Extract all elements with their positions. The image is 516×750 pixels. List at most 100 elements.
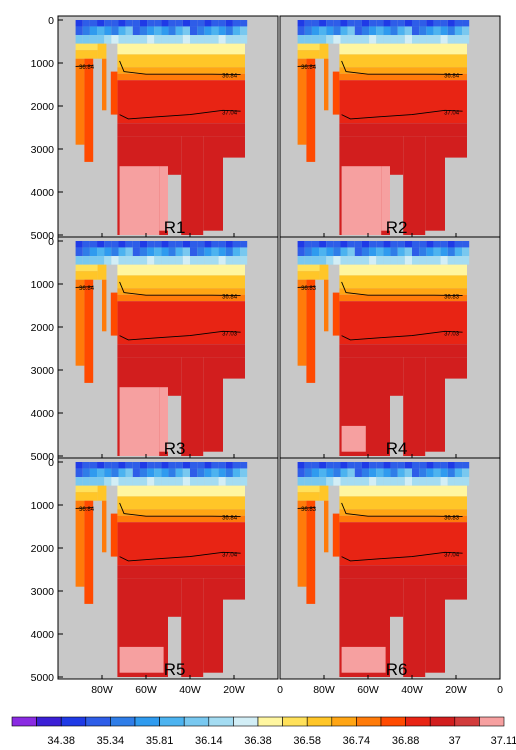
salinity-cell [440,247,448,257]
x-tick-label: 20W [223,684,245,696]
salinity-cell [89,477,98,486]
salinity-cell [75,477,83,486]
salinity-cell [190,477,198,486]
salinity-cell [225,20,233,27]
salinity-cell [211,35,219,44]
salinity-cell [311,26,320,36]
salinity-cell [433,20,441,27]
salinity-cell [190,35,198,44]
salinity-cell [319,485,329,501]
salinity-cell [111,20,119,27]
salinity-cell [433,26,441,36]
salinity-cell [218,477,226,486]
colorbar-swatch [85,716,111,727]
salinity-cell [97,20,105,27]
y-tick-label: 1000 [31,500,55,512]
panel-r3: 36.84 36.84 37.03 R3 0 1000 2000 3000 4000 5000 [31,236,279,463]
salinity-cell [306,279,316,383]
salinity-cell [118,247,126,257]
colorbar-label: 35.81 [146,735,174,747]
salinity-cell [75,271,98,280]
panel-label: R2 [386,218,408,237]
salinity-cell [154,477,162,486]
salinity-cell [161,247,169,257]
salinity-cell [347,247,355,257]
salinity-cell [433,256,441,265]
contour-label: 36.84 [79,65,95,71]
salinity-cell [433,462,441,469]
salinity-cell [240,26,248,36]
salinity-cell [82,241,90,248]
salinity-cell [110,71,118,115]
salinity-cell [168,26,176,36]
salinity-cell [75,20,83,27]
salinity-cell [175,477,183,486]
salinity-cell [211,462,219,469]
salinity-cell [161,241,169,248]
x-tick-label: 0 [277,684,283,696]
salinity-cell [369,247,377,257]
salinity-cell [204,35,212,44]
salinity-cell [110,292,118,336]
salinity-cell [347,256,355,265]
salinity-cell [390,20,398,27]
salinity-cell [82,468,90,478]
salinity-cell [147,26,155,36]
salinity-cell [462,20,470,27]
salinity-cell [440,462,448,469]
salinity-cell [75,256,83,265]
salinity-cell [168,578,182,617]
salinity-cell [369,468,377,478]
contour-line [341,60,463,76]
panel-r4: 36.83 36.83 37.03 R4 [279,236,501,459]
salinity-cell [161,26,169,36]
contour-line [297,507,316,509]
salinity-cell [319,35,327,44]
salinity-cell [182,35,190,44]
salinity-cell [111,35,119,44]
contour-line [119,281,241,297]
salinity-cell [75,247,83,257]
salinity-cell [412,477,420,486]
salinity-cell [403,578,426,677]
salinity-cell [297,279,307,366]
salinity-cell [404,241,412,248]
salinity-cell [339,80,467,124]
salinity-cell [340,256,348,265]
salinity-cell [390,247,398,257]
salinity-cell [339,123,467,137]
salinity-cell [354,20,362,27]
salinity-cell [132,20,140,27]
salinity-cell [117,73,245,81]
salinity-cell [339,67,467,74]
salinity-cell [376,247,384,257]
salinity-cell [354,26,362,36]
salinity-cell [397,20,405,27]
salinity-cell [412,256,420,265]
salinity-cell [304,256,312,265]
contour-label: 36.84 [222,294,238,300]
salinity-cell [89,462,98,469]
salinity-cell [97,256,105,265]
salinity-cell [139,477,148,486]
salinity-cell [333,26,341,36]
salinity-cell [297,256,305,265]
salinity-cell [376,20,384,27]
salinity-cell [324,58,329,111]
salinity-cell [190,241,198,248]
salinity-cell [376,462,384,469]
salinity-cell [412,462,420,469]
x-tick-label: 80W [313,684,335,696]
salinity-cell [161,35,169,44]
contour-line [341,281,463,297]
salinity-cell [154,20,162,27]
salinity-cell [297,462,305,469]
salinity-cell [117,54,245,68]
salinity-cell [102,500,107,553]
salinity-cell [168,468,176,478]
x-tick-label: 20W [445,684,467,696]
colorbar-swatch [110,716,136,727]
salinity-cell [347,20,355,27]
salinity-cell [447,468,455,478]
salinity-cell [225,35,233,44]
